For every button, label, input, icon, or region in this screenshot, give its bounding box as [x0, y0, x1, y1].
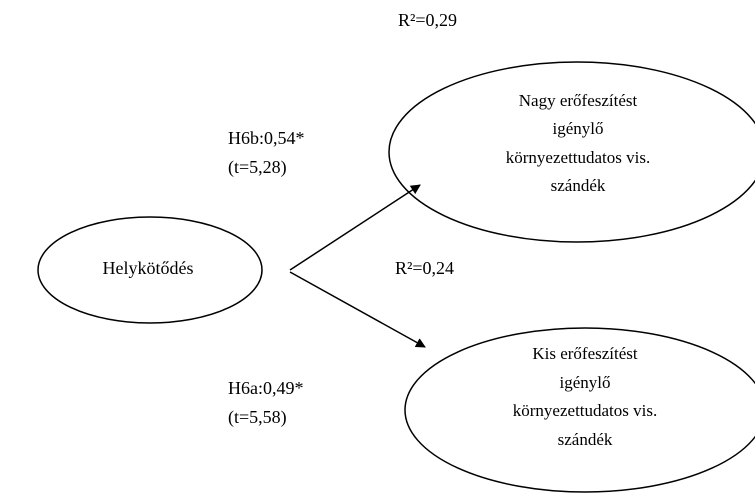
node-label: környezettudatos vis. — [506, 148, 650, 167]
node-label: igénylő — [553, 119, 604, 138]
node-label: Nagy erőfeszítést — [519, 91, 638, 110]
edge-t: (t=5,58) — [228, 407, 287, 428]
node-label: Kis erőfeszítést — [532, 344, 638, 363]
r-squared: R²=0,24 — [395, 258, 454, 278]
node-ellipse — [388, 61, 755, 243]
node-label: szándék — [558, 430, 613, 449]
arrow — [289, 184, 421, 271]
arrow — [289, 271, 426, 348]
edge-label: H6b:0,54* — [228, 128, 305, 148]
node-ellipse — [37, 216, 263, 324]
node-label: környezettudatos vis. — [513, 401, 657, 420]
edge-label: H6a:0,49* — [228, 378, 304, 398]
node-label: szándék — [551, 176, 606, 195]
node-label: Helykötődés — [103, 258, 194, 278]
edge-t: (t=5,28) — [228, 157, 287, 178]
node-label: igénylő — [560, 373, 611, 392]
node-ellipse — [404, 327, 755, 493]
r-squared: R²=0,29 — [398, 10, 457, 30]
